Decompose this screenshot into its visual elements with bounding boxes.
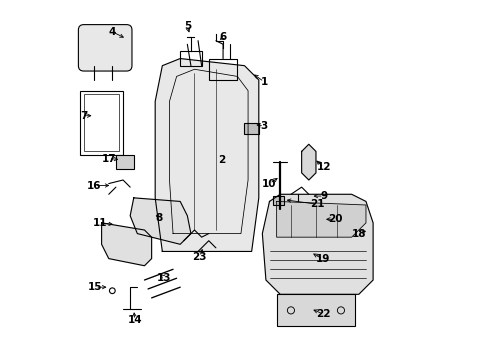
Text: 6: 6 bbox=[219, 32, 226, 42]
Bar bbox=[83, 94, 119, 152]
Polygon shape bbox=[276, 202, 365, 237]
Text: 23: 23 bbox=[192, 252, 207, 262]
Text: 5: 5 bbox=[183, 21, 191, 31]
Polygon shape bbox=[102, 223, 151, 266]
Text: 21: 21 bbox=[310, 199, 325, 209]
FancyBboxPatch shape bbox=[78, 24, 132, 71]
Text: 4: 4 bbox=[108, 27, 116, 37]
Text: 11: 11 bbox=[92, 218, 107, 228]
Text: 3: 3 bbox=[260, 121, 267, 131]
Text: 22: 22 bbox=[315, 309, 330, 319]
Text: 10: 10 bbox=[262, 179, 276, 189]
Bar bbox=[244, 123, 258, 134]
Bar bbox=[80, 91, 123, 155]
Text: 15: 15 bbox=[88, 282, 102, 292]
Polygon shape bbox=[155, 59, 258, 251]
Text: 12: 12 bbox=[316, 162, 330, 172]
Text: 8: 8 bbox=[155, 212, 162, 222]
Polygon shape bbox=[301, 144, 315, 180]
Bar bbox=[116, 155, 134, 169]
Text: 18: 18 bbox=[351, 229, 366, 239]
Polygon shape bbox=[262, 194, 372, 294]
Text: 13: 13 bbox=[157, 273, 171, 283]
Bar bbox=[272, 196, 283, 205]
Text: 2: 2 bbox=[217, 156, 224, 165]
Polygon shape bbox=[130, 198, 190, 244]
Text: 17: 17 bbox=[101, 154, 116, 163]
Text: 14: 14 bbox=[127, 315, 142, 325]
Bar bbox=[208, 59, 237, 80]
Text: 9: 9 bbox=[320, 191, 326, 201]
Bar bbox=[180, 51, 201, 66]
Bar bbox=[276, 294, 354, 327]
Text: 1: 1 bbox=[260, 77, 267, 87]
Text: 20: 20 bbox=[327, 214, 342, 224]
Text: 7: 7 bbox=[80, 111, 87, 121]
Text: 19: 19 bbox=[315, 254, 329, 264]
Text: 16: 16 bbox=[87, 181, 102, 191]
